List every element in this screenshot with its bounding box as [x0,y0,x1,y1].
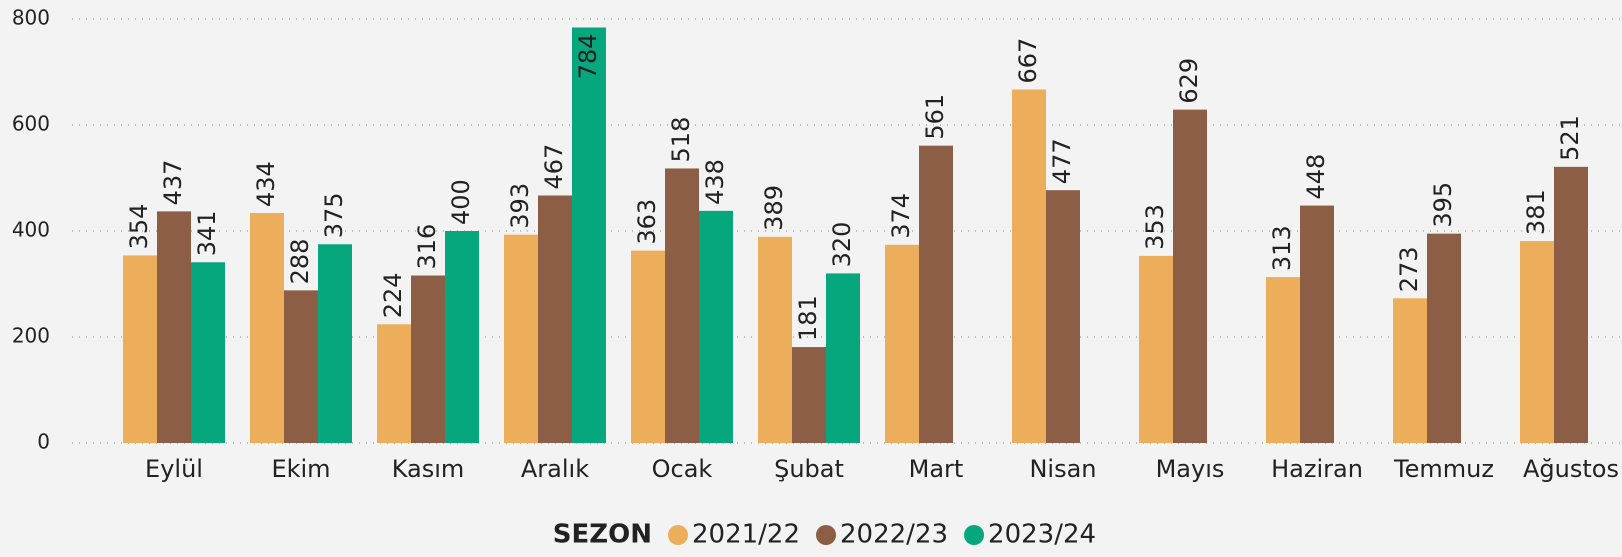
data-label: 561 [921,94,949,140]
data-label: 313 [1268,225,1296,271]
data-label: 273 [1395,246,1423,292]
bar [1393,298,1427,443]
bar [1266,277,1300,443]
bar [885,244,919,443]
x-tick-label: Aralık [521,455,589,483]
bar [250,212,284,443]
data-label: 381 [1522,189,1550,235]
y-tick-label: 800 [12,6,50,30]
data-label: 375 [320,192,348,238]
bar [318,244,352,443]
bar [631,250,665,443]
x-tick-label: Eylül [145,455,203,483]
bar [572,27,606,443]
data-label: 374 [887,193,915,239]
bar [445,231,479,443]
bar [1139,255,1173,443]
y-tick-label: 200 [12,324,50,348]
bar [826,273,860,443]
bar [1520,241,1554,443]
x-tick-label: Şubat [774,455,844,483]
data-label: 434 [252,161,280,207]
bar [411,275,445,443]
data-label: 224 [379,272,407,318]
bar [792,347,826,443]
bar [157,211,191,443]
bar [758,236,792,443]
x-tick-label: Mayıs [1156,455,1225,483]
x-tick-label: Mart [909,455,964,483]
data-label: 354 [125,204,153,250]
y-tick-label: 0 [37,430,50,454]
bar [699,210,733,443]
data-label: 395 [1429,182,1457,228]
y-tick-label: 600 [12,112,50,136]
bar [1046,190,1080,443]
bar [504,234,538,443]
legend-title: SEZON [553,520,652,550]
data-label: 629 [1175,58,1203,104]
x-tick-label: Temmuz [1393,455,1494,483]
legend-marker [816,525,837,545]
legend-label: 2021/22 [692,520,800,550]
data-label: 448 [1302,154,1330,200]
bar [377,324,411,443]
data-label: 363 [633,199,661,245]
data-label: 784 [574,33,602,79]
x-tick-label: Ocak [652,455,713,483]
data-label: 181 [794,295,822,341]
bar [1173,109,1207,443]
bar [191,262,225,443]
bar [538,195,572,443]
bar [1012,89,1046,444]
data-label: 667 [1014,38,1042,84]
x-tick-label: Kasım [392,455,465,483]
legend-marker [964,525,985,545]
bar [919,145,953,444]
bar [665,168,699,443]
x-tick-label: Ekim [271,455,330,483]
data-label: 316 [413,224,441,270]
data-label: 438 [701,159,729,205]
data-label: 521 [1556,115,1584,161]
data-label: 467 [540,144,568,190]
data-label: 518 [667,117,695,163]
data-label: 393 [506,183,534,229]
legend-marker [668,525,688,545]
legend: SEZON 2021/22 2022/23 2023/24 [553,520,1096,550]
x-tick-label: Haziran [1271,455,1363,483]
bar [1554,166,1588,443]
x-tick-label: Ağustos [1523,455,1619,483]
data-label: 477 [1048,138,1076,184]
bar [284,290,318,443]
x-tick-label: Nisan [1029,455,1096,483]
y-tick-label: 400 [12,218,50,242]
legend-label: 2022/23 [840,520,948,550]
bar [1427,233,1461,443]
data-label: 437 [159,160,187,206]
data-label: 353 [1141,204,1169,250]
bar [123,255,157,443]
data-label: 341 [193,210,221,256]
data-label: 389 [760,185,788,231]
data-label: 400 [447,179,475,225]
legend-label: 2023/24 [988,520,1096,550]
data-label: 320 [828,222,856,268]
bar [1300,205,1334,443]
data-label: 288 [286,239,314,285]
